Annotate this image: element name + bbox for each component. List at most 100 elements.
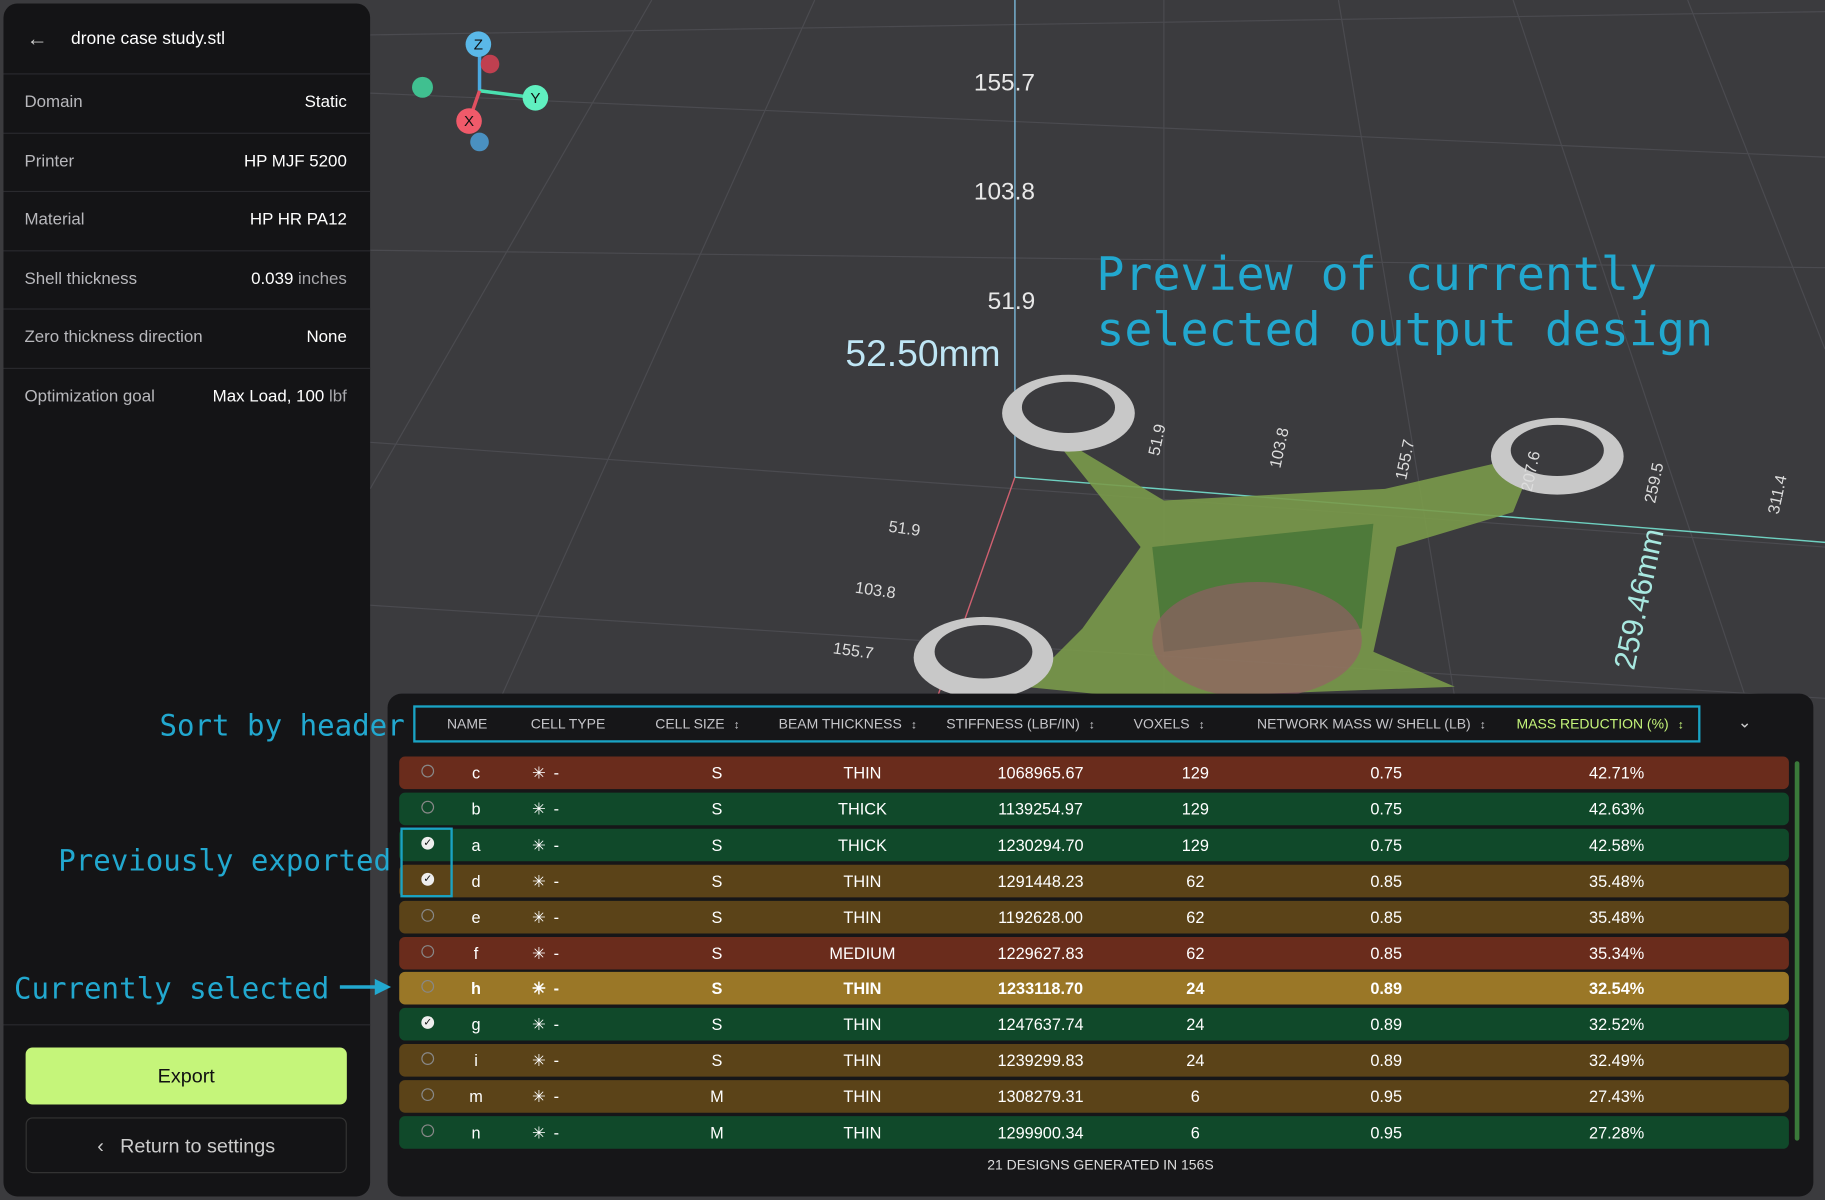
cell-name: c [471,763,481,783]
table-row[interactable]: ✓ ✳ - g S THIN 1247637.74 24 0.89 32.52% [399,1008,1789,1041]
column-header[interactable]: VOXELS ↕ [1133,715,1205,733]
cell-stiffness: 1230294.70 [997,835,1084,855]
cell-type: - [553,835,560,855]
property-value: HP HR PA12 [249,210,347,230]
radio[interactable] [421,764,435,778]
column-header[interactable]: STIFFNESS (LBF/IN) ↕ [946,715,1095,733]
table-row[interactable]: ✳ - b S THICK 1139254.97 129 0.75 42.63% [399,792,1789,826]
cell-stiffness: 1308279.31 [997,1087,1084,1106]
property-value: 0.039 [251,269,294,289]
cell-mass: 0.75 [1370,835,1403,855]
axis-label: 103.8 [974,179,1035,206]
cell-type-icon: ✳ [532,979,546,998]
column-header[interactable]: CELL TYPE [530,715,606,733]
property-row: Printer HP MJF 5200 [3,132,371,191]
table-row[interactable]: ✳ - f S MEDIUM 1229627.83 62 0.85 35.34% [399,936,1789,969]
radio[interactable] [421,1088,435,1102]
exported-check[interactable]: ✓ [421,872,435,886]
cell-type-icon: ✳ [532,1123,546,1142]
gizmo-label: X [464,113,474,130]
cell-type-icon: ✳ [532,763,546,783]
cell-name: g [471,1015,481,1034]
file-name: drone case study.stl [70,29,225,49]
cell-reduction: 32.49% [1589,1051,1645,1070]
cell-mass: 0.85 [1370,943,1403,962]
table-row[interactable]: ✳ - m M THIN 1308279.31 6 0.95 27.43% [399,1080,1789,1113]
table-row[interactable]: ✳ - c S THIN 1068965.67 129 0.75 42.71% [399,756,1789,790]
cell-type: - [553,1015,560,1034]
cell-name: i [474,1051,478,1070]
export-button[interactable]: Export [25,1047,347,1105]
gizmo-label: Z [474,36,483,53]
property-value-wrap: HP MJF 5200 [244,152,347,171]
cell-voxels: 24 [1186,1015,1205,1034]
cell-type-icon: ✳ [532,943,546,962]
cell-type: - [553,979,560,998]
property-value: HP MJF 5200 [243,151,347,171]
cell-name: n [471,1123,481,1142]
exported-check[interactable]: ✓ [421,836,435,850]
table-row[interactable]: ✳ - i S THIN 1239299.83 24 0.89 32.49% [399,1044,1789,1077]
cell-name: e [471,907,481,926]
cell-type: - [553,943,560,962]
cell-cell_size: S [711,1015,723,1034]
cell-voxels: 24 [1186,979,1205,998]
radio[interactable] [421,980,435,994]
cell-mass: 0.89 [1370,1051,1403,1070]
cell-mass: 0.75 [1370,763,1403,783]
cell-mass: 0.95 [1370,1087,1403,1106]
property-label: Domain [24,93,83,112]
exported-check[interactable]: ✓ [421,1016,435,1030]
radio[interactable] [421,800,435,814]
cell-voxels: 6 [1190,1087,1200,1106]
table-row[interactable]: ✓ ✳ - a S THICK 1230294.70 129 0.75 42.58% [399,828,1789,862]
property-value-wrap: 0.039 inches [251,269,347,288]
table-row[interactable]: ✓ ✳ - d S THIN 1291448.23 62 0.85 35.48% [399,864,1789,898]
column-header[interactable]: NETWORK MASS W/ SHELL (LB) ↕ [1257,715,1486,733]
cell-reduction: 32.54% [1589,979,1645,998]
column-header[interactable]: BEAM THICKNESS ↕ [778,715,917,733]
radio[interactable] [421,908,435,922]
property-label: Material [24,210,85,230]
column-header[interactable]: CELL SIZE ↕ [655,715,740,733]
preview-annotation: Preview of currently selected output desi… [1096,247,1714,358]
cell-name: f [473,943,479,962]
depth-label: 259.46mm [1609,526,1671,673]
cell-mass: 0.89 [1370,1015,1403,1034]
results-table: ⌄ 21 DESIGNS GENERATED IN 156S NAME CELL … [387,693,1814,1197]
floor-label: 259.5 [1641,461,1667,505]
cell-cell_size: S [711,763,723,783]
cell-cell_size: S [711,835,723,855]
cell-voxels: 6 [1190,1123,1200,1142]
radio[interactable] [421,944,435,958]
table-footer: 21 DESIGNS GENERATED IN 156S [987,1156,1214,1174]
scrollbar[interactable] [1794,761,1800,1141]
column-header[interactable]: NAME [446,715,488,733]
table-row[interactable]: ✳ - n M THIN 1299900.34 6 0.95 27.28% [399,1116,1789,1149]
cell-cell_size: S [711,943,723,962]
property-row: Material HP HR PA12 [3,190,371,250]
back-icon[interactable]: ← [26,26,48,51]
cell-cell_size: S [711,799,723,819]
column-header[interactable]: MASS REDUCTION (%) ↕ [1516,715,1684,733]
floor-label: 103.8 [854,579,897,602]
property-label: Zero thickness direction [24,328,203,347]
cell-voxels: 129 [1181,799,1209,819]
cell-type: - [553,1087,560,1106]
table-row[interactable]: ✳ - h S THIN 1233118.70 24 0.89 32.54% [399,972,1789,1005]
cell-stiffness: 1229627.83 [997,943,1084,962]
columns-dropdown[interactable]: ⌄ [1737,712,1752,731]
cell-mass: 0.95 [1370,1123,1403,1142]
sort-annotation: Sort by header [159,708,405,743]
floor-label: 311.4 [1765,473,1791,515]
table-row[interactable]: ✳ - e S THIN 1192628.00 62 0.85 35.48% [399,900,1789,933]
property-label: Shell thickness [24,269,138,289]
radio[interactable] [421,1052,435,1066]
cell-reduction: 42.71% [1589,763,1645,783]
cell-voxels: 129 [1181,763,1209,783]
cell-stiffness: 1068965.67 [997,763,1084,783]
return-button[interactable]: ‹ Return to settings [25,1117,347,1174]
radio[interactable] [421,1124,435,1138]
selected-annotation: Currently selected [13,971,330,1006]
cell-cell_size: M [710,1087,724,1106]
